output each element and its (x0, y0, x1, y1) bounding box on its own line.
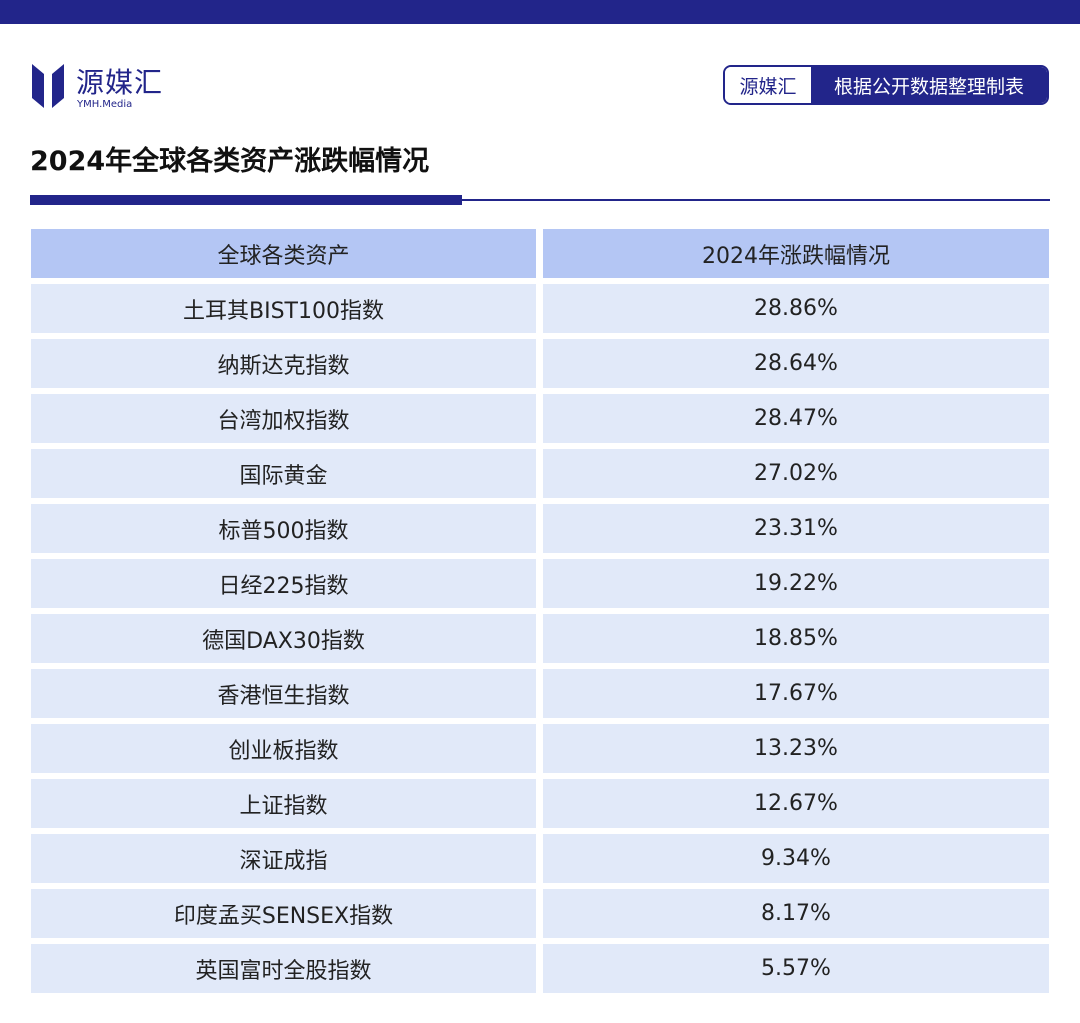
table-row: 香港恒生指数 17.67% (31, 669, 1049, 718)
change-value-cell: 28.64% (543, 339, 1049, 388)
asset-name-cell: 土耳其BIST100指数 (31, 284, 536, 333)
table-row: 深证成指 9.34% (31, 834, 1049, 883)
table-row: 日经225指数 19.22% (31, 559, 1049, 608)
change-value-cell: 19.22% (543, 559, 1049, 608)
table-row: 土耳其BIST100指数 28.86% (31, 284, 1049, 333)
asset-table: 全球各类资产 2024年涨跌幅情况 土耳其BIST100指数 28.86% 纳斯达克… (31, 229, 1049, 999)
asset-name-cell: 标普500指数 (31, 504, 536, 553)
asset-name-cell: 日经225指数 (31, 559, 536, 608)
logo-mark-icon (32, 64, 64, 108)
logo-name-cn: 源媒汇 (76, 66, 164, 99)
table-row: 英国富时全股指数 5.57% (31, 944, 1049, 993)
change-value-cell: 17.67% (543, 669, 1049, 718)
table-header-row: 全球各类资产 2024年涨跌幅情况 (31, 229, 1049, 278)
change-value-cell: 18.85% (543, 614, 1049, 663)
brand-logo: 源媒汇 YMH.Media (30, 62, 180, 112)
top-bar (0, 0, 1080, 24)
change-value-cell: 23.31% (543, 504, 1049, 553)
title-underline-accent (30, 195, 462, 205)
table-row: 国际黄金 27.02% (31, 449, 1049, 498)
change-value-cell: 12.67% (543, 779, 1049, 828)
change-value-cell: 28.86% (543, 284, 1049, 333)
table-row: 创业板指数 13.23% (31, 724, 1049, 773)
change-value-cell: 9.34% (543, 834, 1049, 883)
asset-name-cell: 德国DAX30指数 (31, 614, 536, 663)
change-value-cell: 8.17% (543, 889, 1049, 938)
change-value-cell: 13.23% (543, 724, 1049, 773)
logo-name-en: YMH.Media (77, 99, 133, 110)
table-row: 纳斯达克指数 28.64% (31, 339, 1049, 388)
table-row: 印度孟买SENSEX指数 8.17% (31, 889, 1049, 938)
asset-name-cell: 上证指数 (31, 779, 536, 828)
page-title: 2024年全球各类资产涨跌幅情况 (30, 146, 430, 177)
change-value-cell: 27.02% (543, 449, 1049, 498)
asset-name-cell: 纳斯达克指数 (31, 339, 536, 388)
table-body: 土耳其BIST100指数 28.86% 纳斯达克指数 28.64% 台湾加权指数 28.4… (31, 284, 1049, 993)
table-row: 上证指数 12.67% (31, 779, 1049, 828)
table-row: 标普500指数 23.31% (31, 504, 1049, 553)
source-badge: 源媒汇 根据公开数据整理制表 (723, 65, 1049, 105)
asset-name-cell: 印度孟买SENSEX指数 (31, 889, 536, 938)
asset-name-cell: 英国富时全股指数 (31, 944, 536, 993)
asset-name-cell: 创业板指数 (31, 724, 536, 773)
asset-name-cell: 国际黄金 (31, 449, 536, 498)
source-badge-text: 根据公开数据整理制表 (811, 67, 1047, 103)
title-underline (30, 199, 1050, 201)
header-change: 2024年涨跌幅情况 (543, 229, 1049, 278)
header-asset: 全球各类资产 (31, 229, 536, 278)
source-badge-brand: 源媒汇 (725, 67, 811, 103)
change-value-cell: 28.47% (543, 394, 1049, 443)
table-row: 德国DAX30指数 18.85% (31, 614, 1049, 663)
table-row: 台湾加权指数 28.47% (31, 394, 1049, 443)
asset-name-cell: 深证成指 (31, 834, 536, 883)
asset-name-cell: 台湾加权指数 (31, 394, 536, 443)
asset-name-cell: 香港恒生指数 (31, 669, 536, 718)
change-value-cell: 5.57% (543, 944, 1049, 993)
